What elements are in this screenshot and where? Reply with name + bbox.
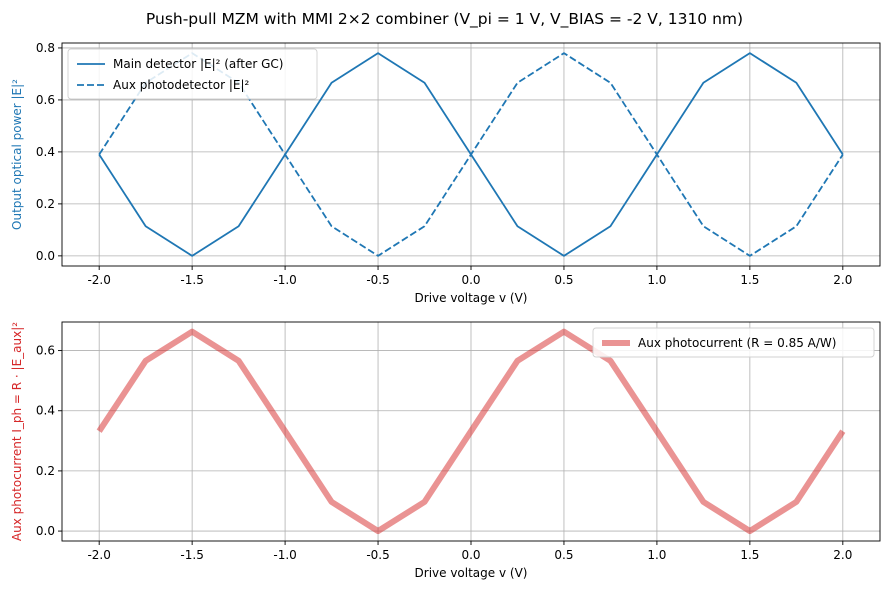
panel-1: -2.0 -1.5 -1.0 -0.5 0.0 0.5 1.0 1.5 2.0 0.0 0.2 0.4… <box>10 41 881 305</box>
y-axis-label: Aux photocurrent I_ph = R · |E_aux|² <box>10 322 24 541</box>
x-tick-label: 2.0 <box>833 548 852 562</box>
x-tick-label: -1.5 <box>180 548 203 562</box>
x-axis-label: Drive voltage v (V) <box>415 291 528 305</box>
x-tick-label: 1.0 <box>647 273 666 287</box>
plot-frame <box>61 321 881 542</box>
x-tick-label: -0.5 <box>366 273 389 287</box>
y-tick-label: 0.0 <box>36 524 55 538</box>
legend-entry-2: Aux photodetector |E|² <box>113 78 249 92</box>
legend-entry-1: Main detector |E|² (after GC) <box>113 57 283 71</box>
x-tick-label: 0.0 <box>461 548 480 562</box>
x-tick-label: 0.0 <box>461 273 480 287</box>
x-tick-label: 1.0 <box>647 548 666 562</box>
x-tick-label: 1.5 <box>740 548 759 562</box>
plot-frame <box>61 42 881 267</box>
y-axis-label: Output optical power |E|² <box>10 79 24 230</box>
legend-entry-1: Aux photocurrent (R = 0.85 A/W) <box>638 336 836 350</box>
figure-title: Push-pull MZM with MMI 2×2 combiner (V_p… <box>146 10 743 29</box>
y-tick-label: 0.4 <box>36 145 55 159</box>
legend-box <box>592 327 875 358</box>
x-tick-label: -0.5 <box>366 548 389 562</box>
x-tick-label: -1.5 <box>180 273 203 287</box>
x-axis-label: Drive voltage v (V) <box>415 566 528 580</box>
y-tick-label: 0.6 <box>36 344 55 358</box>
panel-2: -2.0 -1.5 -1.0 -0.5 0.0 0.5 1.0 1.5 2.0 0.0 0.2 0.4… <box>10 321 881 580</box>
series-line-1 <box>96 328 846 535</box>
x-tick-label: 2.0 <box>833 273 852 287</box>
x-tick-label: 0.5 <box>554 273 573 287</box>
x-tick-label: 0.5 <box>554 548 573 562</box>
y-tick-label: 0.6 <box>36 93 55 107</box>
y-tick-label: 0.4 <box>36 404 55 418</box>
y-tick-label: 0.8 <box>36 41 55 55</box>
legend-box <box>67 48 318 100</box>
legend: Aux photocurrent (R = 0.85 A/W) <box>592 327 875 358</box>
x-tick-label: -1.0 <box>273 273 296 287</box>
x-tick-label: -1.0 <box>273 548 296 562</box>
x-tick-label: 1.5 <box>740 273 759 287</box>
x-tick-label: -2.0 <box>87 273 110 287</box>
series-line-2 <box>98 52 844 257</box>
y-tick-label: 0.2 <box>36 197 55 211</box>
y-tick-label: 0.2 <box>36 464 55 478</box>
legend: Main detector |E|² (after GC) Aux photode… <box>67 48 318 100</box>
y-tick-label: 0.0 <box>36 249 55 263</box>
x-tick-label: -2.0 <box>87 548 110 562</box>
